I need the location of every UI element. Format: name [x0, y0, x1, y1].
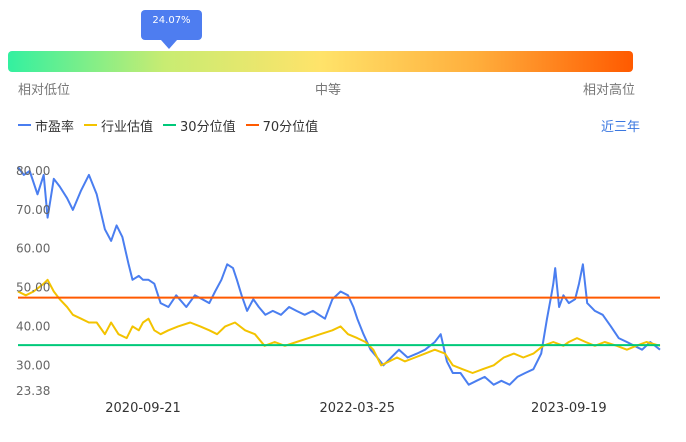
- high-position-label: 相对高位: [583, 83, 636, 98]
- valuation-gradient-bar: [8, 51, 633, 72]
- legend-label-p70: 70分位值: [262, 119, 319, 135]
- y-tick-label: 60.00: [16, 242, 50, 256]
- series-line-1: [17, 278, 661, 374]
- legend-swatch-p30: [163, 124, 177, 126]
- legend-item-p30[interactable]: 30分位值: [163, 116, 236, 135]
- legend-swatch-industry: [84, 124, 98, 126]
- pe-line-chart: 80.00 70.00 60.00 50.00 40.00 30.00 23.38 2020-…: [16, 164, 661, 416]
- series-line-0: [17, 166, 661, 386]
- x-tick-label: 2020-09-21: [105, 401, 181, 416]
- legend-swatch-p70: [245, 124, 259, 126]
- percentile-tooltip: 24.07%: [141, 10, 202, 49]
- x-tick-label: 2023-09-19: [531, 401, 607, 416]
- mid-position-label: 中等: [315, 83, 342, 98]
- y-tick-label: 80.00: [16, 164, 50, 178]
- legend-label-industry: 行业估值: [101, 119, 154, 135]
- y-tick-label: 23.38: [16, 384, 50, 398]
- range-three-years-button[interactable]: 近三年: [600, 120, 640, 135]
- legend-item-industry[interactable]: 行业估值: [84, 116, 153, 135]
- legend-item-pe[interactable]: 市盈率: [18, 116, 74, 135]
- legend-label-pe: 市盈率: [35, 119, 75, 135]
- legend-item-p70[interactable]: 70分位值: [245, 116, 319, 135]
- x-tick-label: 2022-03-25: [320, 401, 396, 416]
- chart-legend: 市盈率 行业估值 30分位值 70分位值: [18, 116, 328, 135]
- low-position-label: 相对低位: [18, 83, 71, 98]
- y-tick-label: 30.00: [16, 358, 50, 372]
- y-tick-label: 70.00: [16, 203, 50, 217]
- legend-label-p30: 30分位值: [180, 119, 236, 135]
- y-tick-label: 40.00: [16, 319, 50, 333]
- legend-swatch-pe: [18, 124, 31, 126]
- y-tick-label: 50.00: [16, 281, 50, 295]
